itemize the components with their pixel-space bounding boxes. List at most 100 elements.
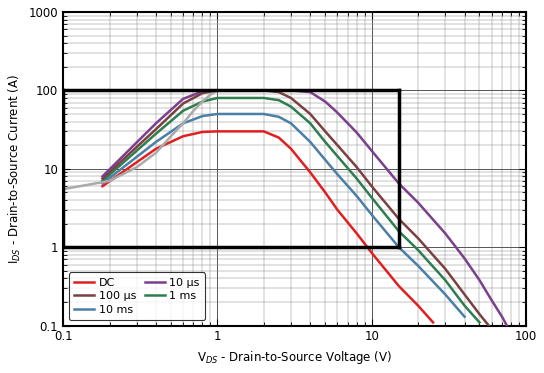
DC <box>395 284 402 288</box>
DC <box>354 231 360 236</box>
10 μs <box>180 97 187 101</box>
10 ms <box>322 158 329 162</box>
10 μs <box>226 88 233 93</box>
10 μs <box>307 90 313 94</box>
10 μs <box>476 278 483 282</box>
100 μs <box>153 127 159 131</box>
100 μs <box>368 184 375 188</box>
100 μs <box>461 292 468 297</box>
DC <box>242 129 248 134</box>
10 μs <box>261 88 267 93</box>
Y-axis label: I$_{DS}$ - Drain-to-Source Current (A): I$_{DS}$ - Drain-to-Source Current (A) <box>7 74 23 264</box>
Line: 1 ms: 1 ms <box>102 98 479 322</box>
1 ms <box>476 320 483 325</box>
10 ms <box>395 245 402 250</box>
100 μs <box>226 88 233 93</box>
DC <box>214 129 221 134</box>
100 μs <box>180 101 187 106</box>
DC <box>430 320 436 325</box>
10 μs <box>499 314 505 319</box>
1 ms <box>442 278 448 282</box>
10 μs <box>288 88 294 93</box>
10 ms <box>288 121 294 126</box>
10 ms <box>461 314 468 319</box>
1 ms <box>415 248 422 252</box>
10 μs <box>395 181 402 186</box>
10 μs <box>214 88 221 93</box>
10 μs <box>442 231 448 236</box>
10 ms <box>99 181 106 186</box>
10 μs <box>354 130 360 135</box>
10 ms <box>415 264 422 268</box>
10 ms <box>261 112 267 116</box>
100 μs <box>214 88 221 93</box>
DC <box>322 190 329 195</box>
DC <box>261 129 267 134</box>
100 μs <box>307 112 313 116</box>
DC <box>99 184 106 188</box>
10 μs <box>461 256 468 261</box>
1 ms <box>214 96 221 100</box>
Line: 10 ms: 10 ms <box>102 114 465 317</box>
10 μs <box>368 148 375 153</box>
10 ms <box>275 115 282 119</box>
10 μs <box>415 200 422 205</box>
Line: 100 μs: 100 μs <box>102 90 492 329</box>
100 μs <box>275 90 282 94</box>
100 μs <box>288 96 294 100</box>
1 ms <box>461 303 468 308</box>
10 ms <box>180 121 187 126</box>
DC <box>368 251 375 255</box>
10 ms <box>242 112 248 116</box>
10 ms <box>199 114 206 118</box>
100 μs <box>489 327 495 332</box>
1 ms <box>368 195 375 200</box>
DC <box>307 170 313 175</box>
X-axis label: V$_{DS}$ - Drain-to-Source Voltage (V): V$_{DS}$ - Drain-to-Source Voltage (V) <box>197 349 392 366</box>
DC <box>275 135 282 140</box>
10 ms <box>214 112 221 116</box>
DC <box>199 130 206 134</box>
DC <box>415 303 422 308</box>
10 μs <box>334 110 341 115</box>
DC <box>180 134 187 138</box>
DC <box>153 147 159 151</box>
1 ms <box>395 229 402 233</box>
100 μs <box>395 217 402 221</box>
100 μs <box>476 312 483 316</box>
1 ms <box>354 176 360 181</box>
10 μs <box>489 298 495 303</box>
10 μs <box>322 99 329 104</box>
10 ms <box>153 140 159 144</box>
1 ms <box>242 96 248 100</box>
10 ms <box>368 213 375 217</box>
10 μs <box>242 88 248 93</box>
1 ms <box>199 99 206 104</box>
10 μs <box>199 89 206 94</box>
100 μs <box>442 267 448 271</box>
1 ms <box>275 98 282 103</box>
100 μs <box>199 91 206 95</box>
1 ms <box>261 96 267 100</box>
1 ms <box>334 154 341 159</box>
100 μs <box>354 165 360 169</box>
DC <box>288 147 294 151</box>
100 μs <box>261 88 267 93</box>
100 μs <box>99 176 106 181</box>
1 ms <box>307 121 313 126</box>
10 μs <box>508 331 514 335</box>
1 ms <box>322 140 329 144</box>
Line: DC: DC <box>102 131 433 322</box>
1 ms <box>180 109 187 113</box>
1 ms <box>288 104 294 109</box>
100 μs <box>322 129 329 134</box>
1 ms <box>153 132 159 136</box>
100 μs <box>242 88 248 93</box>
100 μs <box>415 236 422 241</box>
10 ms <box>442 292 448 297</box>
Legend: DC, 100 μs, 10 ms, 10 μs, 1 ms: DC, 100 μs, 10 ms, 10 μs, 1 ms <box>69 272 205 320</box>
10 ms <box>334 172 341 176</box>
DC <box>334 207 341 212</box>
100 μs <box>334 143 341 147</box>
Line: 10 μs: 10 μs <box>102 90 511 333</box>
